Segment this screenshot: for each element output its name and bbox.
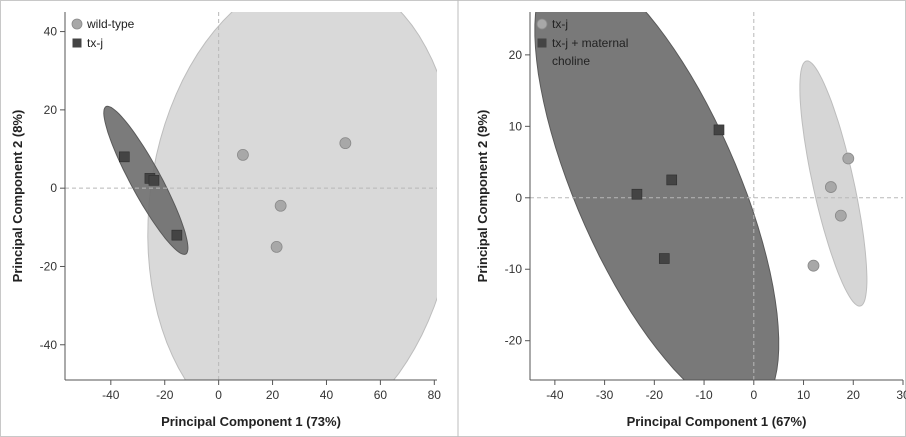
x-tick-label: 0 [215,388,222,402]
y-tick-label: 40 [44,25,58,39]
x-tick-label: 10 [797,388,811,402]
x-tick-label: 20 [266,388,280,402]
legend-label: tx-j [87,36,103,50]
data-point [119,151,130,163]
x-tick-label: 40 [320,388,334,402]
legend-label: tx-j [552,17,568,31]
data-point [631,188,643,200]
y-tick-label: 0 [50,181,57,195]
y-tick-label: -10 [505,262,523,276]
data-point [842,152,855,165]
data-point [237,148,249,161]
chart-panel-2: -40 -30 -20 -10 0 10 20 30 -20 -10 0 10 20 Principal … [475,12,906,429]
y-tick-label: 10 [509,119,523,133]
legend-label: tx-j + maternal choline [552,36,628,68]
data-point [148,175,160,186]
y-axis-title: Principal Component 2 (8%) [10,110,25,283]
x-tick-label: -20 [156,388,174,402]
x-tick-label: 0 [750,388,757,402]
confidence-ellipse-1 [147,12,437,380]
data-point [274,199,287,212]
legend: tx-j tx-j + maternal choline [536,17,628,68]
data-point [834,209,847,222]
data-point [713,124,725,136]
x-axis-title: Principal Component 1 (67%) [627,414,807,429]
y-tick-label: 0 [515,191,522,205]
data-point [171,229,183,241]
legend: wild-type tx-j [71,17,135,50]
data-point [658,253,670,264]
x-tick-label: 80 [428,388,442,402]
legend-marker [536,18,548,30]
x-tick-label: -10 [695,388,713,402]
confidence-ellipse-2 [534,12,780,380]
x-tick-label: -40 [102,388,120,402]
y-tick-label: -20 [505,334,523,348]
y-tick-label: -40 [40,338,58,352]
data-point [666,174,678,186]
legend-label: wild-type [86,17,135,31]
chart-panel-1: -40 -20 0 20 40 60 80 -40 -20 0 20 40 Principal Comp… [10,12,442,429]
legend-marker [537,38,547,48]
data-point [339,137,352,150]
x-tick-label: -30 [596,388,614,402]
x-tick-label: 30 [896,388,906,402]
plot-content [530,12,903,380]
x-axis-title: Principal Component 1 (73%) [161,414,341,429]
y-tick-label: -20 [40,259,58,273]
x-tick-label: -20 [646,388,664,402]
data-point [824,181,837,193]
data-point [807,259,820,272]
x-tick-label: 20 [847,388,861,402]
plot-content [65,12,437,380]
legend-marker [71,18,83,30]
legend-marker [72,38,82,48]
y-tick-label: 20 [44,103,58,117]
x-tick-label: -40 [546,388,564,402]
y-tick-label: 20 [509,48,523,62]
y-axis-title: Principal Component 2 (9%) [475,110,490,283]
data-point [270,240,283,253]
x-tick-label: 60 [374,388,388,402]
